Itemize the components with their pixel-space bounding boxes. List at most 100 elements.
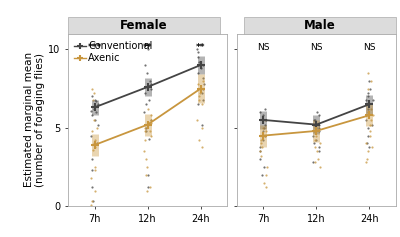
- Point: [198, 102, 205, 106]
- Point: [369, 145, 375, 149]
- Point: [316, 145, 322, 149]
- Point: [364, 141, 370, 145]
- Point: [145, 107, 152, 111]
- Point: [95, 102, 101, 106]
- Point: [143, 129, 150, 133]
- Point: [312, 138, 318, 142]
- Text: Male: Male: [304, 19, 336, 32]
- Point: [365, 87, 372, 91]
- Point: [195, 50, 202, 54]
- Point: [369, 123, 376, 127]
- Point: [92, 118, 98, 122]
- Point: [313, 138, 319, 142]
- Point: [313, 149, 320, 153]
- Point: [144, 47, 151, 51]
- Point: [257, 149, 263, 153]
- Point: [196, 60, 202, 64]
- Point: [312, 118, 318, 122]
- Point: [145, 186, 151, 189]
- Point: [92, 145, 98, 149]
- Point: [91, 141, 97, 145]
- Point: [146, 129, 153, 133]
- Point: [261, 165, 268, 169]
- Text: NS: NS: [363, 43, 376, 52]
- Point: [148, 87, 154, 91]
- Point: [368, 118, 374, 122]
- Point: [260, 126, 267, 130]
- Point: [146, 137, 152, 141]
- Point: [142, 63, 148, 67]
- Point: [88, 203, 94, 206]
- Point: [195, 55, 201, 59]
- Point: [365, 107, 371, 111]
- Point: [89, 113, 95, 117]
- Point: [368, 107, 375, 111]
- Point: [258, 138, 265, 142]
- Point: [146, 98, 152, 101]
- Point: [263, 186, 269, 189]
- Point: [316, 113, 322, 117]
- Point: [200, 79, 206, 83]
- Point: [94, 141, 100, 145]
- Point: [261, 181, 268, 185]
- Point: [260, 113, 266, 117]
- Point: [200, 98, 206, 101]
- Point: [89, 87, 95, 91]
- Point: [262, 134, 268, 137]
- Point: [94, 126, 100, 130]
- Point: [199, 126, 206, 130]
- Point: [196, 95, 203, 98]
- Point: [311, 141, 318, 145]
- Point: [92, 138, 98, 142]
- Point: [148, 134, 154, 137]
- Text: ***: ***: [88, 43, 102, 52]
- Point: [93, 110, 100, 114]
- Point: [88, 109, 94, 112]
- Point: [147, 186, 153, 189]
- Point: [200, 87, 206, 91]
- Point: [194, 71, 201, 75]
- Point: [199, 123, 206, 127]
- Point: [143, 173, 149, 177]
- Point: [141, 138, 148, 142]
- Point: [148, 118, 154, 122]
- Point: [366, 102, 373, 106]
- Point: [92, 168, 98, 172]
- Point: [260, 129, 266, 133]
- Point: [263, 118, 269, 122]
- Point: [196, 91, 203, 95]
- Point: [201, 82, 208, 86]
- Point: [142, 129, 148, 133]
- Point: [367, 87, 374, 91]
- Point: [260, 138, 266, 142]
- Text: NS: NS: [257, 43, 270, 52]
- Point: [141, 110, 147, 114]
- Point: [148, 82, 154, 86]
- Point: [143, 102, 149, 106]
- Point: [88, 176, 94, 180]
- Point: [366, 145, 372, 149]
- Point: [260, 126, 266, 130]
- Point: [364, 95, 371, 98]
- Point: [367, 129, 374, 133]
- Point: [315, 157, 321, 161]
- Point: [363, 141, 370, 145]
- Text: **: **: [143, 43, 152, 52]
- Text: **: **: [196, 43, 206, 52]
- Point: [147, 79, 153, 83]
- Point: [316, 126, 322, 130]
- Point: [90, 200, 96, 203]
- Point: [143, 189, 150, 192]
- Point: [196, 98, 202, 101]
- Point: [311, 129, 318, 133]
- Point: [257, 110, 264, 114]
- Point: [89, 95, 95, 98]
- Point: [311, 118, 317, 122]
- Point: [200, 63, 206, 67]
- Point: [366, 79, 373, 83]
- Point: [142, 91, 148, 95]
- Point: [316, 141, 323, 145]
- Point: [370, 113, 376, 117]
- Point: [89, 129, 96, 133]
- Point: [314, 110, 320, 114]
